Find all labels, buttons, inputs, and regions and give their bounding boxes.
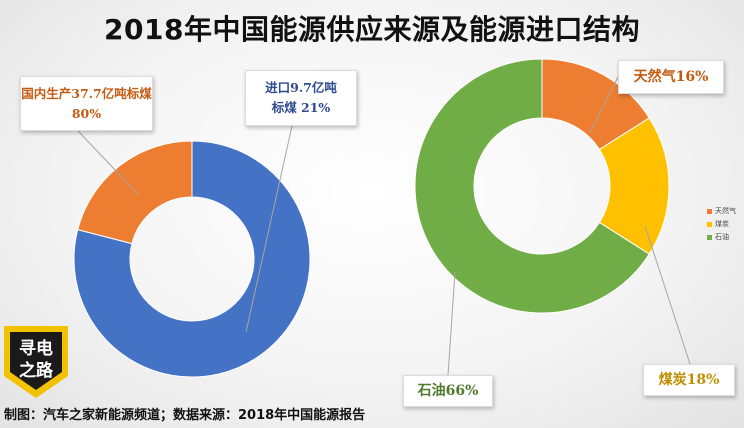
leader-line-coal [644,225,691,365]
domestic-callout-line1: 国内生产37.7亿吨标煤 [21,86,152,101]
legend-label-coal: 煤炭 [715,220,729,228]
legend-swatch-natural-gas [707,209,712,214]
coal-callout: 煤炭18% [643,364,735,396]
legend-item-oil: 石油 [707,231,736,244]
import-donut-chart [414,58,670,314]
domestic-production-callout: 国内生产37.7亿吨标煤 80% [20,76,153,131]
chart-legend: 天然气 煤炭 石油 [707,205,736,244]
callout-leader-lines [77,76,691,376]
leader-line-gas [589,76,619,134]
legend-label-natural-gas: 天然气 [715,207,736,215]
page-title: 2018年中国能源供应来源及能源进口结构 [104,13,640,46]
logo: 寻电 之路 [4,326,68,398]
slice-import [73,140,311,378]
leader-line-domestic [77,130,139,195]
import-callout-line1: 进口9.7亿吨 [265,80,337,95]
oil-callout: 石油66% [403,375,493,407]
legend-swatch-coal [707,222,712,227]
legend-item-natural-gas: 天然气 [707,205,736,218]
slice-oil [414,58,650,314]
legend-label-oil: 石油 [715,233,729,241]
domestic-callout-line2: 80% [71,106,102,121]
leader-line-oil [447,271,456,376]
import-callout: 进口9.7亿吨 标煤 21% [245,70,357,126]
legend-item-coal: 煤炭 [707,218,736,231]
slice-domestic [77,140,193,245]
leader-line-import [245,125,293,333]
logo-text-line2: 之路 [19,360,54,381]
natural-gas-callout: 天然气16% [618,60,724,94]
logo-text-line1: 寻电 [19,338,53,359]
import-callout-line2: 标煤 21% [271,100,331,115]
legend-swatch-oil [707,235,712,240]
footer-source: 制图：汽车之家新能源频道；数据来源：2018年中国能源报告 [4,408,366,423]
supply-donut-chart [73,140,311,378]
